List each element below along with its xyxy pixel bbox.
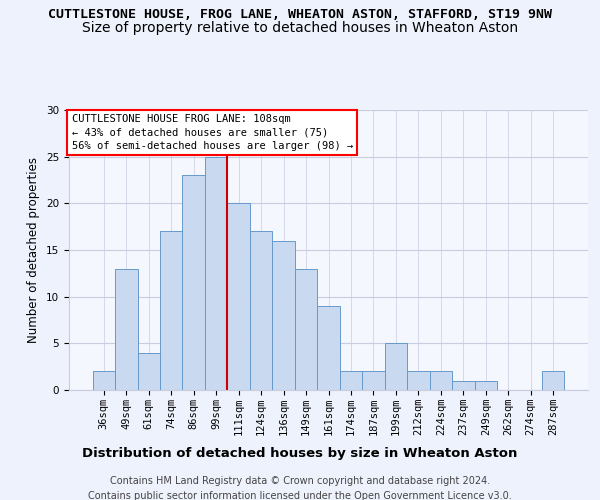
Bar bbox=[205, 156, 227, 390]
Bar bbox=[115, 268, 137, 390]
Text: Distribution of detached houses by size in Wheaton Aston: Distribution of detached houses by size … bbox=[82, 448, 518, 460]
Text: CUTTLESTONE HOUSE, FROG LANE, WHEATON ASTON, STAFFORD, ST19 9NW: CUTTLESTONE HOUSE, FROG LANE, WHEATON AS… bbox=[48, 8, 552, 20]
Bar bbox=[340, 372, 362, 390]
Text: Size of property relative to detached houses in Wheaton Aston: Size of property relative to detached ho… bbox=[82, 21, 518, 35]
Bar bbox=[227, 204, 250, 390]
Bar bbox=[430, 372, 452, 390]
Bar bbox=[362, 372, 385, 390]
Bar bbox=[250, 232, 272, 390]
Bar bbox=[272, 240, 295, 390]
Bar bbox=[182, 176, 205, 390]
Text: Contains HM Land Registry data © Crown copyright and database right 2024.
Contai: Contains HM Land Registry data © Crown c… bbox=[88, 476, 512, 500]
Bar bbox=[475, 380, 497, 390]
Bar bbox=[542, 372, 565, 390]
Bar bbox=[407, 372, 430, 390]
Bar bbox=[452, 380, 475, 390]
Bar bbox=[92, 372, 115, 390]
Bar bbox=[160, 232, 182, 390]
Bar bbox=[137, 352, 160, 390]
Y-axis label: Number of detached properties: Number of detached properties bbox=[28, 157, 40, 343]
Bar bbox=[317, 306, 340, 390]
Bar bbox=[295, 268, 317, 390]
Bar bbox=[385, 344, 407, 390]
Text: CUTTLESTONE HOUSE FROG LANE: 108sqm
← 43% of detached houses are smaller (75)
56: CUTTLESTONE HOUSE FROG LANE: 108sqm ← 43… bbox=[71, 114, 353, 150]
